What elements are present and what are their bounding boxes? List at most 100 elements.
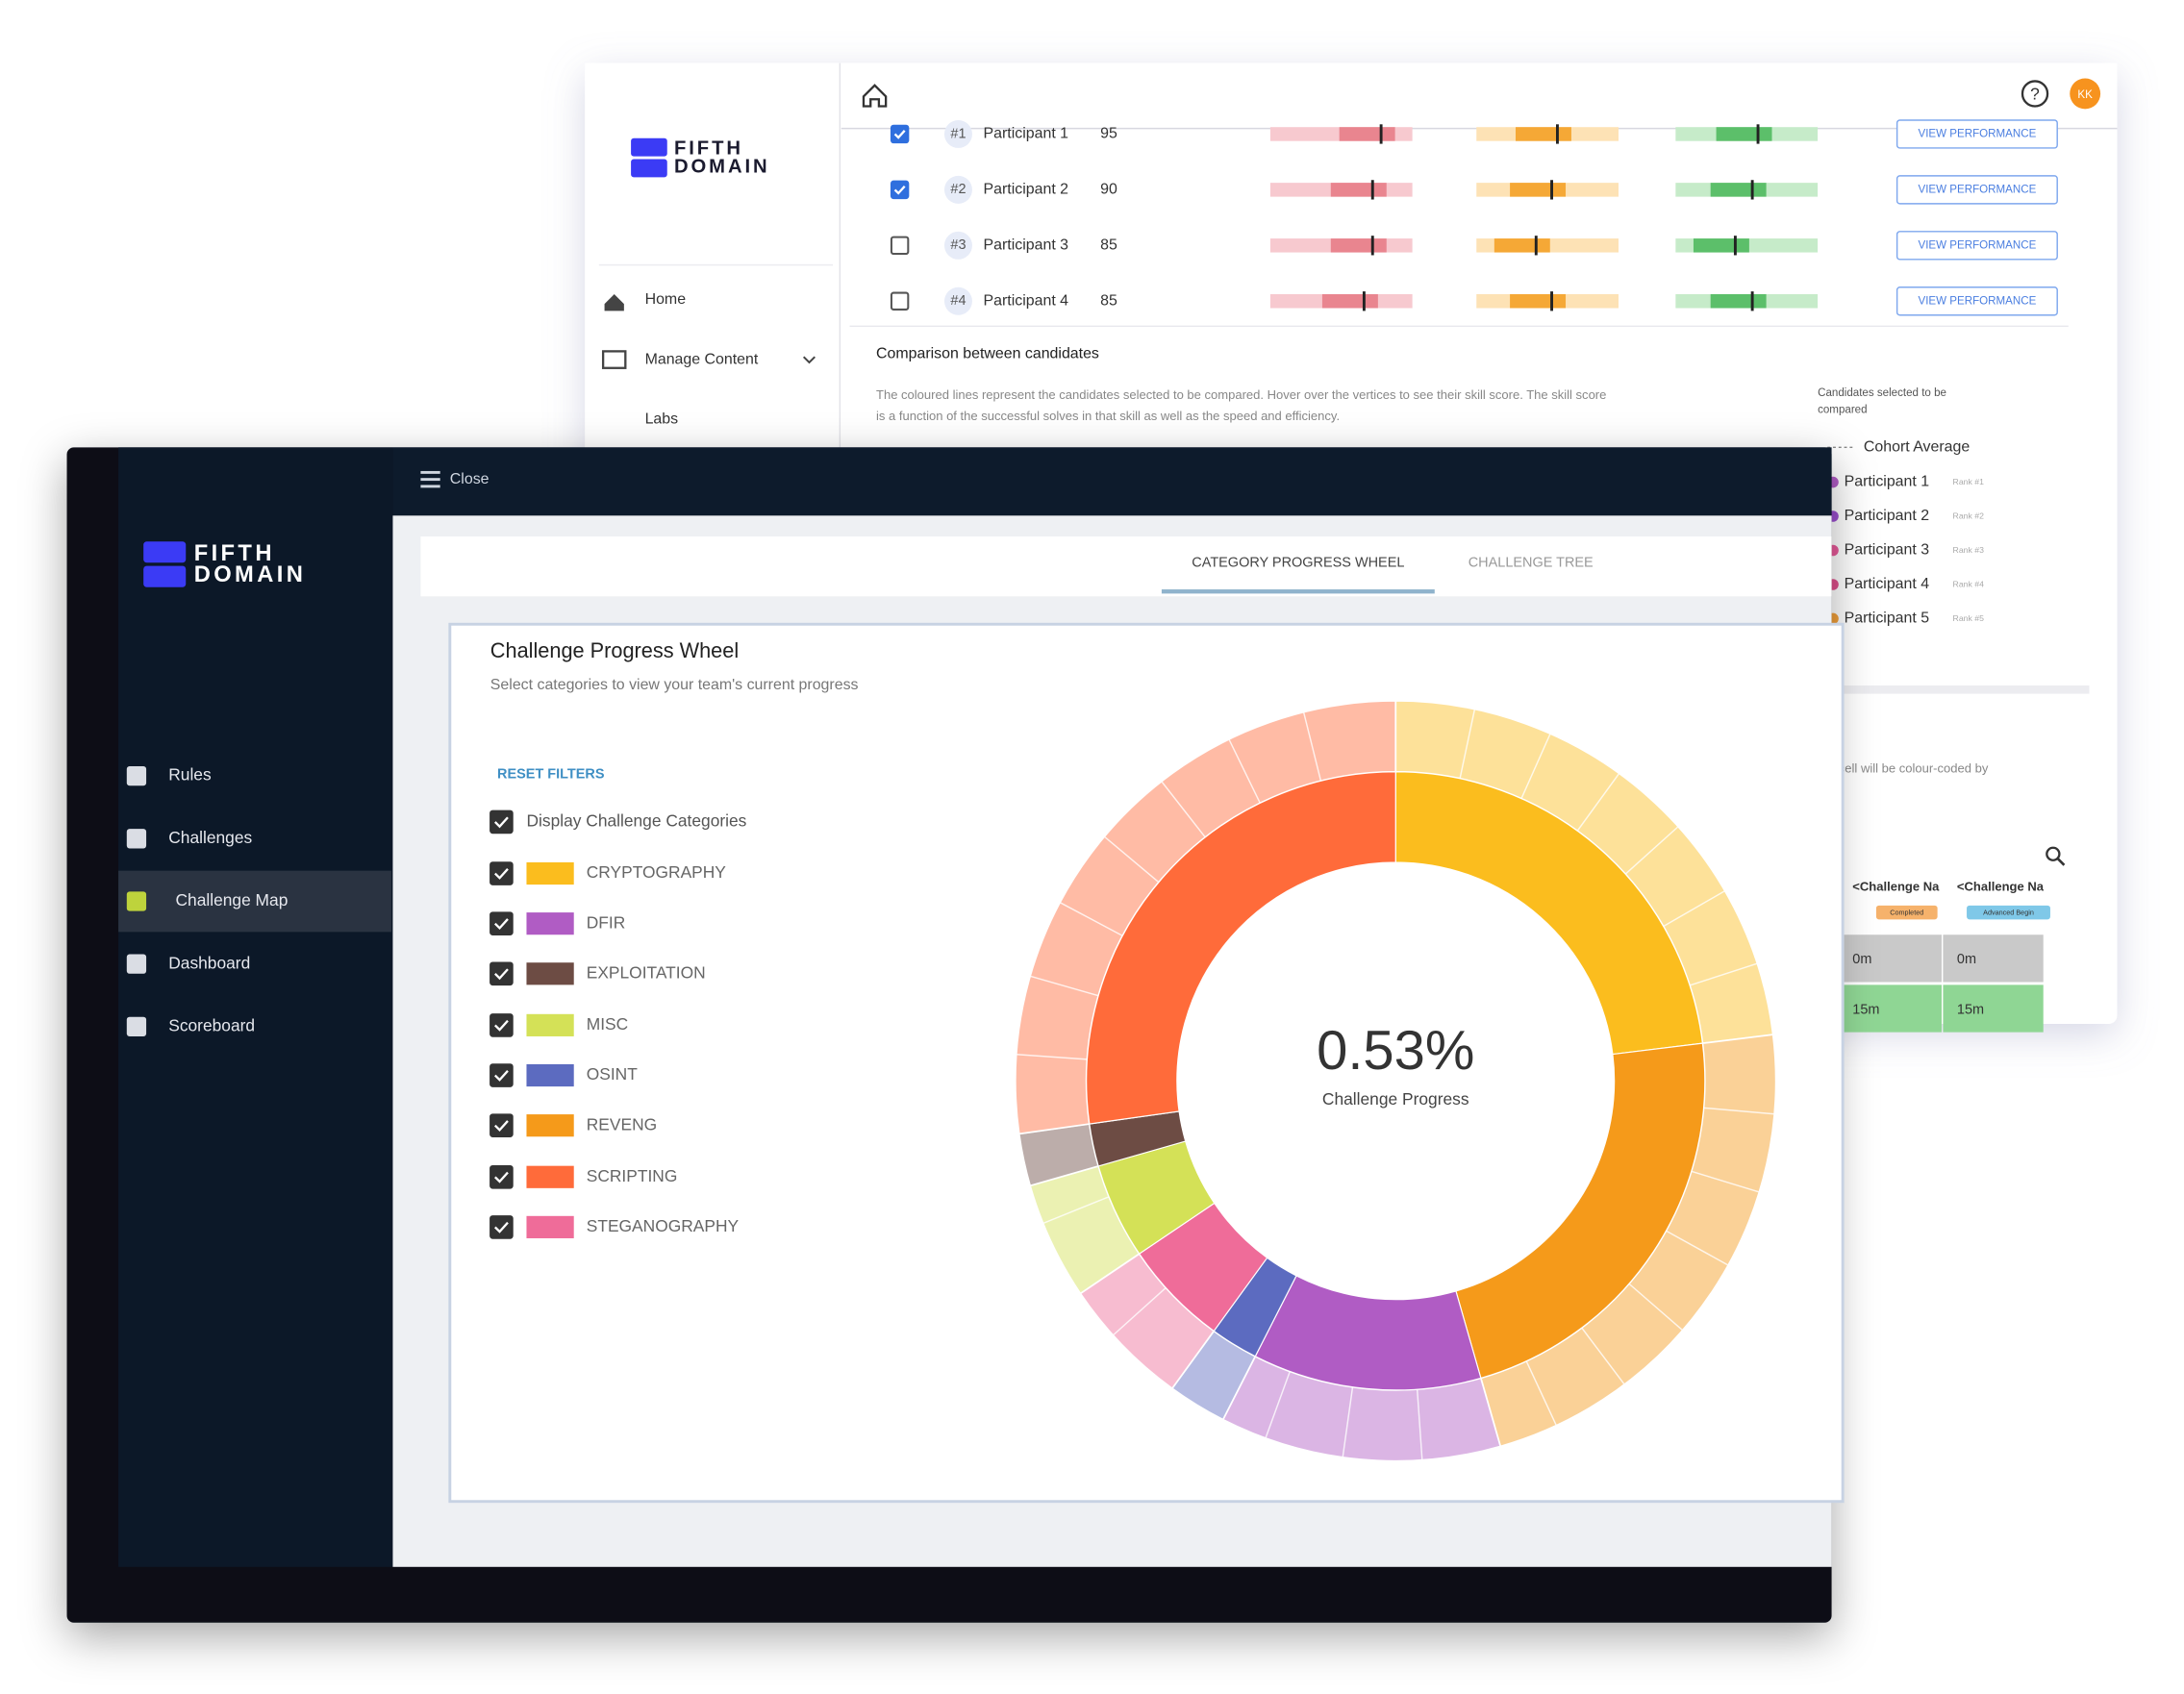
nav-active xyxy=(118,870,391,933)
tab-bar xyxy=(420,536,1832,597)
checkbox[interactable] xyxy=(490,961,514,986)
wheel-divider xyxy=(1691,1170,1760,1193)
tab[interactable]: CHALLENGE TREE xyxy=(1469,555,1594,570)
skill-tick xyxy=(1370,180,1374,200)
legend-entry: Cohort Average xyxy=(1864,439,1970,456)
nav-item[interactable]: Dashboard xyxy=(168,953,250,972)
checkbox[interactable] xyxy=(890,236,910,256)
legend-swatch xyxy=(526,1215,574,1238)
wheel-inner-segment[interactable] xyxy=(1394,771,1704,1056)
participant-name: Participant 3 xyxy=(984,237,1069,254)
section-title: Comparison between candidates xyxy=(876,345,1099,361)
logo-text: FIFTH xyxy=(194,541,275,566)
checkbox[interactable] xyxy=(890,124,910,144)
wheel-divider xyxy=(1029,975,1099,997)
checkbox[interactable] xyxy=(490,861,514,885)
wheel-inner-segment[interactable] xyxy=(1455,1042,1706,1380)
checkbox[interactable] xyxy=(490,810,514,835)
tab[interactable]: CATEGORY PROGRESS WHEEL xyxy=(1192,555,1404,570)
nav-item[interactable]: Labs xyxy=(645,411,679,428)
menu-icon xyxy=(420,470,440,474)
candidates-heading: compared xyxy=(1818,404,1867,415)
menu-icon xyxy=(420,485,440,488)
nav-item[interactable]: Challenges xyxy=(168,828,252,847)
skill-range xyxy=(1330,183,1387,197)
checkbox[interactable] xyxy=(890,291,910,311)
score: 95 xyxy=(1100,126,1117,142)
card-subtitle: Select categories to view your team's cu… xyxy=(490,677,859,693)
skill-tick xyxy=(1550,291,1553,311)
view-button[interactable] xyxy=(1895,231,2058,261)
checkbox[interactable] xyxy=(490,1164,514,1189)
view-button-text: VIEW PERFORMANCE xyxy=(1918,295,2036,307)
nav-item[interactable]: Manage Content xyxy=(645,351,759,367)
category-label: REVENG xyxy=(587,1114,657,1133)
nav-item[interactable]: Challenge Map xyxy=(175,890,288,909)
badge xyxy=(1875,905,1938,920)
view-button-text: VIEW PERFORMANCE xyxy=(1918,239,2036,251)
view-button[interactable] xyxy=(1895,286,2058,316)
nav-item[interactable]: Rules xyxy=(168,765,212,785)
nav-item[interactable]: Scoreboard xyxy=(168,1015,255,1034)
badge xyxy=(1967,905,2050,920)
home-icon[interactable] xyxy=(862,84,888,108)
rank-badge xyxy=(943,231,972,260)
wheel-divider xyxy=(1628,1283,1684,1332)
help-icon[interactable] xyxy=(2021,80,2049,108)
checkbox[interactable] xyxy=(890,180,910,200)
wheel-divider xyxy=(1520,733,1551,799)
wheel-divider xyxy=(1689,962,1758,986)
nav-icon xyxy=(126,891,147,911)
avatar[interactable] xyxy=(2070,78,2101,110)
checkbox[interactable] xyxy=(490,1063,514,1087)
header xyxy=(841,62,2118,129)
skill-tick xyxy=(1362,291,1366,311)
check-mark xyxy=(493,1221,509,1233)
skill-range xyxy=(1515,127,1571,141)
progress-value: 0.53% xyxy=(1317,1020,1474,1082)
rank-badge xyxy=(943,175,972,204)
skill-range xyxy=(1330,238,1387,253)
caption: cell will be colour-coded by xyxy=(1839,760,1989,775)
logo-mark xyxy=(631,137,667,157)
rank-badge xyxy=(943,119,972,148)
rank-label: Rank #5 xyxy=(1953,613,1985,623)
legend-swatch xyxy=(526,1013,574,1036)
legend-swatch xyxy=(526,1063,574,1087)
tab-indicator xyxy=(1161,589,1435,594)
search-icon[interactable] xyxy=(2046,846,2061,861)
checkbox[interactable] xyxy=(490,911,514,935)
view-button[interactable] xyxy=(1895,119,2058,149)
checkbox[interactable] xyxy=(490,1215,514,1239)
rank-badge xyxy=(943,286,972,315)
wheel-divider xyxy=(1059,902,1123,937)
reset-button[interactable]: RESET FILTERS xyxy=(497,767,605,783)
category-label: STEGANOGRAPHY xyxy=(587,1216,740,1235)
rank-label: Rank #4 xyxy=(1953,579,1985,588)
legend-swatch xyxy=(526,962,574,985)
skill-range xyxy=(1693,238,1749,253)
wheel-divider xyxy=(1228,738,1261,804)
help-icon-text: ? xyxy=(2030,84,2040,103)
logo-mark xyxy=(143,565,187,587)
close-button[interactable]: Close xyxy=(450,471,490,487)
view-button[interactable] xyxy=(1895,175,2058,205)
wheel-divider xyxy=(1624,826,1679,875)
wheel-inner-segment[interactable] xyxy=(1086,771,1396,1125)
search-icon xyxy=(2056,857,2066,866)
category-label: DFIR xyxy=(587,912,626,932)
legend-entry: Participant 5 xyxy=(1845,610,1930,627)
skill-range xyxy=(1494,238,1550,253)
checkbox[interactable] xyxy=(490,1013,514,1037)
view-button-text: VIEW PERFORMANCE xyxy=(1918,129,2036,140)
sidebar xyxy=(118,447,393,1567)
candidates-heading: Candidates selected to be xyxy=(1818,387,1946,399)
checkbox[interactable] xyxy=(490,1113,514,1137)
legend-entry: Participant 1 xyxy=(1845,474,1930,490)
nav-item[interactable]: Home xyxy=(645,291,687,308)
wheel-divider xyxy=(1016,1054,1088,1060)
check-mark xyxy=(493,816,509,829)
wheel-divider xyxy=(1265,1371,1291,1439)
nav-icon xyxy=(604,294,624,311)
